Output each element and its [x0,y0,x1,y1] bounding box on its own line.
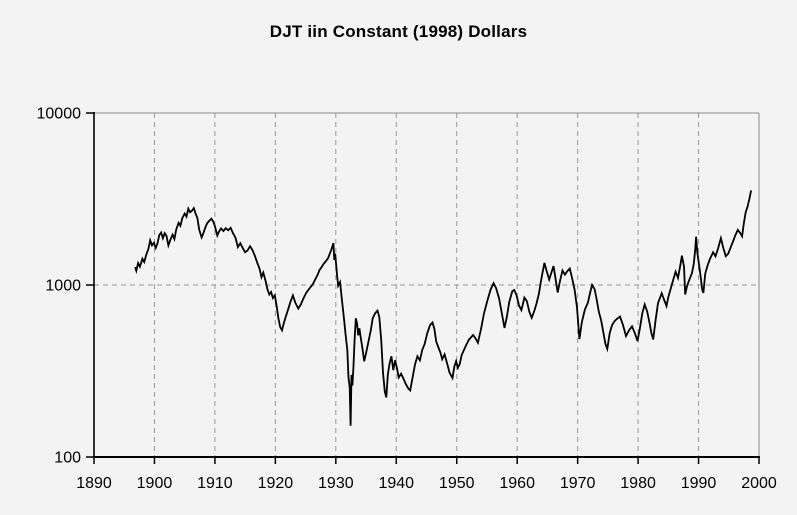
x-tick-label: 1930 [318,475,354,492]
chart-title: DJT iin Constant (1998) Dollars [269,22,528,41]
x-tick-label: 1990 [681,475,717,492]
x-tick-label: 1980 [620,475,656,492]
x-tick-label: 2000 [741,475,777,492]
x-tick-label: 1920 [258,475,294,492]
x-tick-label: 1950 [439,475,475,492]
x-tick-label: 1900 [137,475,173,492]
x-tick-label: 1890 [76,475,112,492]
x-tick-label: 1940 [378,475,414,492]
y-tick-label: 10000 [37,106,82,123]
y-tick-label: 100 [54,450,81,467]
x-tick-label: 1970 [560,475,596,492]
y-tick-label: 1000 [45,278,81,295]
x-tick-label: 1910 [197,475,233,492]
x-tick-label: 1960 [499,475,535,492]
series-line [134,190,752,426]
